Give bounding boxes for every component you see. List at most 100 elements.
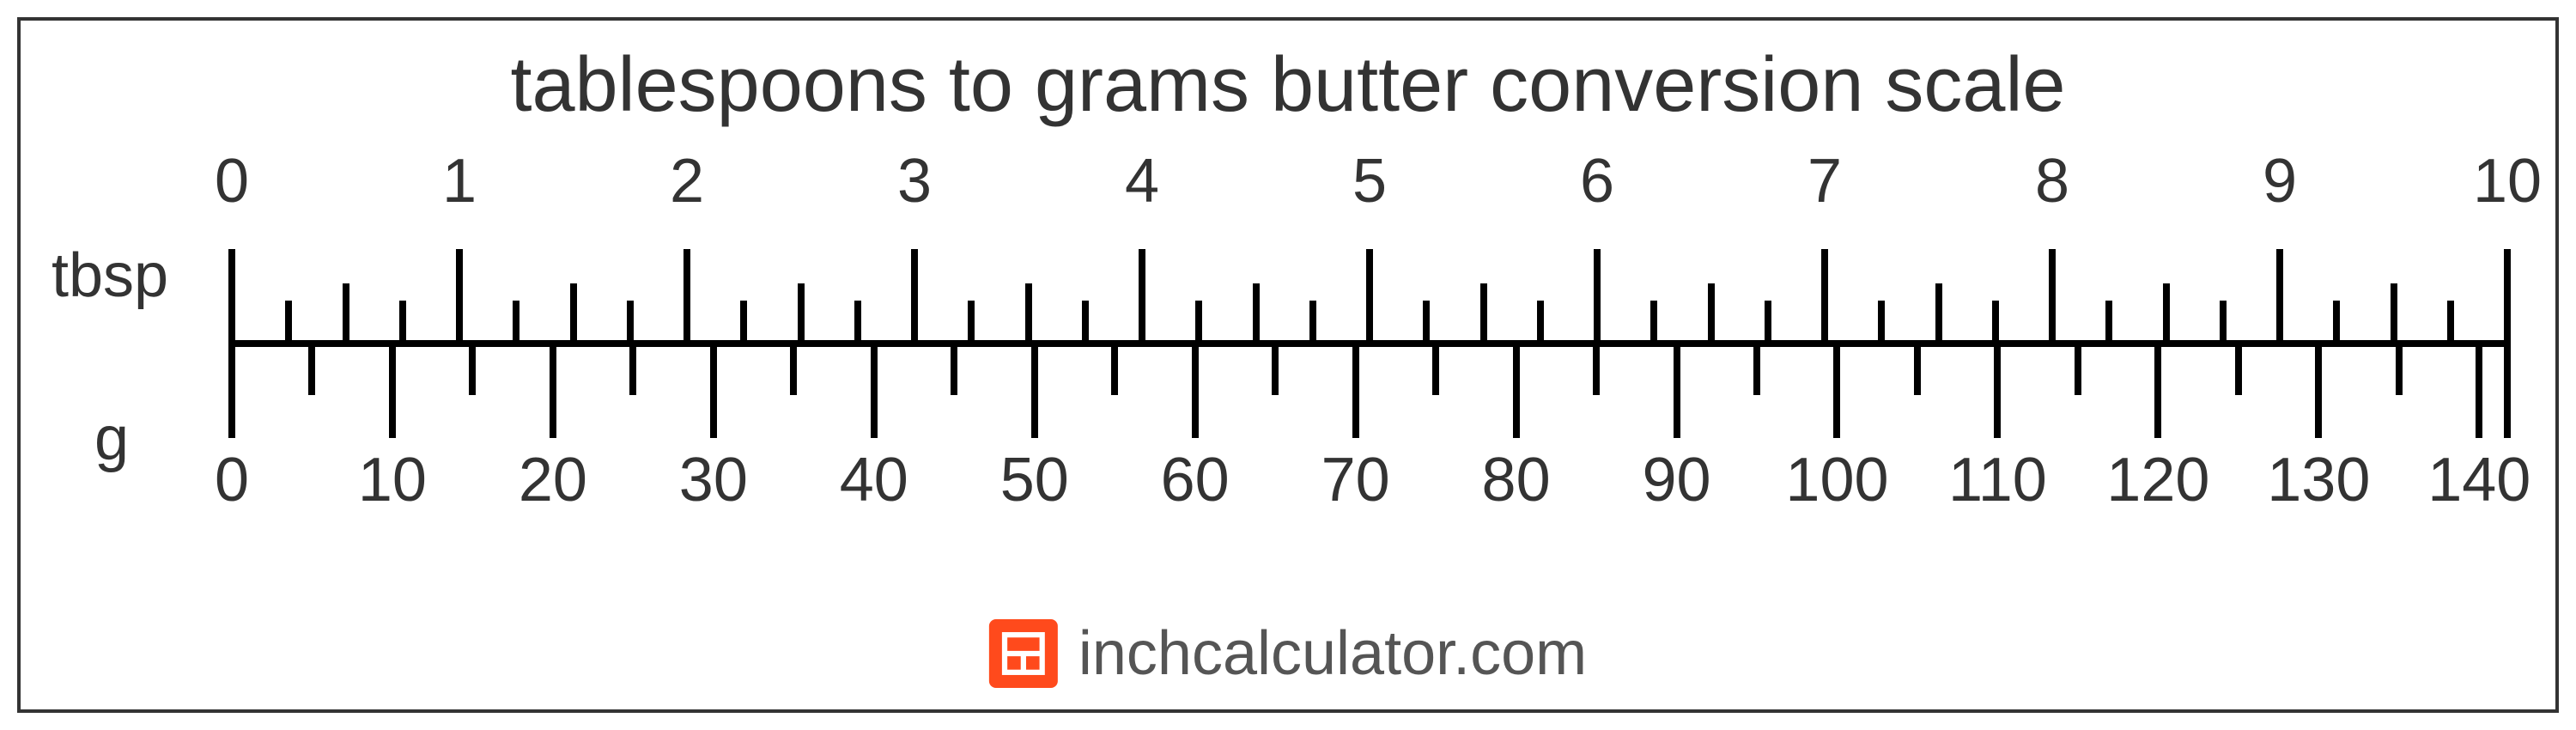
bottom-major-tick [1192, 344, 1199, 438]
top-major-tick [683, 249, 690, 344]
top-minor-tick [2105, 301, 2112, 344]
top-major-tick [2504, 249, 2511, 344]
top-minor-tick [798, 283, 805, 344]
top-major-tick [1594, 249, 1601, 344]
top-tick-label: 1 [442, 146, 477, 216]
top-major-tick [2049, 249, 2056, 344]
bottom-minor-tick [1914, 344, 1921, 395]
top-minor-tick [968, 301, 975, 344]
top-tick-label: 10 [2473, 146, 2542, 216]
top-minor-tick [570, 283, 577, 344]
bottom-tick-label: 10 [358, 445, 427, 515]
bottom-tick-label: 40 [840, 445, 908, 515]
top-minor-tick [1992, 301, 1999, 344]
bottom-unit-label: g [94, 404, 129, 474]
bottom-major-tick [1031, 344, 1038, 438]
top-minor-tick [2391, 283, 2397, 344]
top-tick-label: 8 [2035, 146, 2069, 216]
bottom-minor-tick [1432, 344, 1439, 395]
bottom-major-tick [1994, 344, 2001, 438]
top-tick-label: 5 [1352, 146, 1387, 216]
bottom-major-tick [228, 344, 235, 438]
top-tick-label: 6 [1580, 146, 1614, 216]
top-minor-tick [2163, 283, 2170, 344]
bottom-tick-label: 140 [2427, 445, 2530, 515]
bottom-tick-label: 120 [2106, 445, 2209, 515]
top-minor-tick [1195, 301, 1202, 344]
top-tick-label: 4 [1125, 146, 1159, 216]
top-minor-tick [513, 301, 519, 344]
calculator-grid-icon [989, 619, 1058, 688]
top-tick-label: 3 [897, 146, 932, 216]
bottom-tick-label: 30 [679, 445, 748, 515]
top-minor-tick [1082, 301, 1089, 344]
top-minor-tick [1253, 283, 1260, 344]
bottom-minor-tick [1111, 344, 1118, 395]
bottom-minor-tick [951, 344, 957, 395]
top-minor-tick [285, 301, 292, 344]
top-major-tick [228, 249, 235, 344]
bottom-major-tick [1352, 344, 1359, 438]
page-title: tablespoons to grams butter conversion s… [511, 41, 2066, 130]
bottom-tick-label: 100 [1785, 445, 1888, 515]
top-minor-tick [1765, 301, 1771, 344]
bottom-tick-label: 70 [1321, 445, 1390, 515]
bottom-tick-label: 130 [2267, 445, 2370, 515]
top-tick-label: 7 [1807, 146, 1842, 216]
bottom-minor-tick [469, 344, 476, 395]
bottom-tick-label: 90 [1642, 445, 1710, 515]
bottom-major-tick [1833, 344, 1840, 438]
top-minor-tick [2220, 301, 2227, 344]
top-minor-tick [854, 301, 861, 344]
top-minor-tick [1423, 301, 1430, 344]
bottom-major-tick [389, 344, 396, 438]
top-major-tick [2276, 249, 2283, 344]
bottom-minor-tick [629, 344, 636, 395]
bottom-major-tick [2154, 344, 2161, 438]
bottom-minor-tick [2396, 344, 2403, 395]
bottom-major-tick [871, 344, 878, 438]
bottom-tick-label: 60 [1161, 445, 1230, 515]
top-minor-tick [1480, 283, 1487, 344]
top-major-tick [911, 249, 918, 344]
top-tick-label: 9 [2263, 146, 2297, 216]
bottom-tick-label: 20 [519, 445, 587, 515]
top-tick-label: 2 [670, 146, 704, 216]
top-minor-tick [740, 301, 747, 344]
top-major-tick [1821, 249, 1828, 344]
top-major-tick [1139, 249, 1145, 344]
bottom-minor-tick [1753, 344, 1760, 395]
top-minor-tick [1935, 283, 1942, 344]
bottom-end-tick [2504, 344, 2511, 438]
top-minor-tick [343, 283, 349, 344]
bottom-tick-label: 80 [1482, 445, 1551, 515]
bottom-minor-tick [2235, 344, 2242, 395]
bottom-major-tick [2476, 344, 2482, 438]
bottom-tick-label: 110 [1948, 445, 2047, 515]
bottom-minor-tick [1593, 344, 1600, 395]
top-minor-tick [1650, 301, 1657, 344]
top-tick-label: 0 [215, 146, 249, 216]
top-minor-tick [1708, 283, 1715, 344]
bottom-major-tick [1513, 344, 1520, 438]
top-minor-tick [2447, 301, 2454, 344]
bottom-tick-label: 50 [1000, 445, 1069, 515]
bottom-major-tick [2315, 344, 2322, 438]
top-minor-tick [399, 301, 406, 344]
top-minor-tick [2333, 301, 2340, 344]
bottom-minor-tick [2075, 344, 2081, 395]
bottom-minor-tick [790, 344, 797, 395]
bottom-minor-tick [1272, 344, 1279, 395]
bottom-major-tick [1674, 344, 1680, 438]
top-minor-tick [1025, 283, 1032, 344]
top-major-tick [456, 249, 463, 344]
footer-text: inchcalculator.com [1078, 618, 1587, 689]
bottom-major-tick [550, 344, 556, 438]
bottom-tick-label: 0 [215, 445, 249, 515]
top-minor-tick [627, 301, 634, 344]
bottom-minor-tick [308, 344, 315, 395]
top-minor-tick [1537, 301, 1544, 344]
top-minor-tick [1309, 301, 1316, 344]
top-major-tick [1366, 249, 1373, 344]
footer: inchcalculator.com [989, 618, 1587, 689]
